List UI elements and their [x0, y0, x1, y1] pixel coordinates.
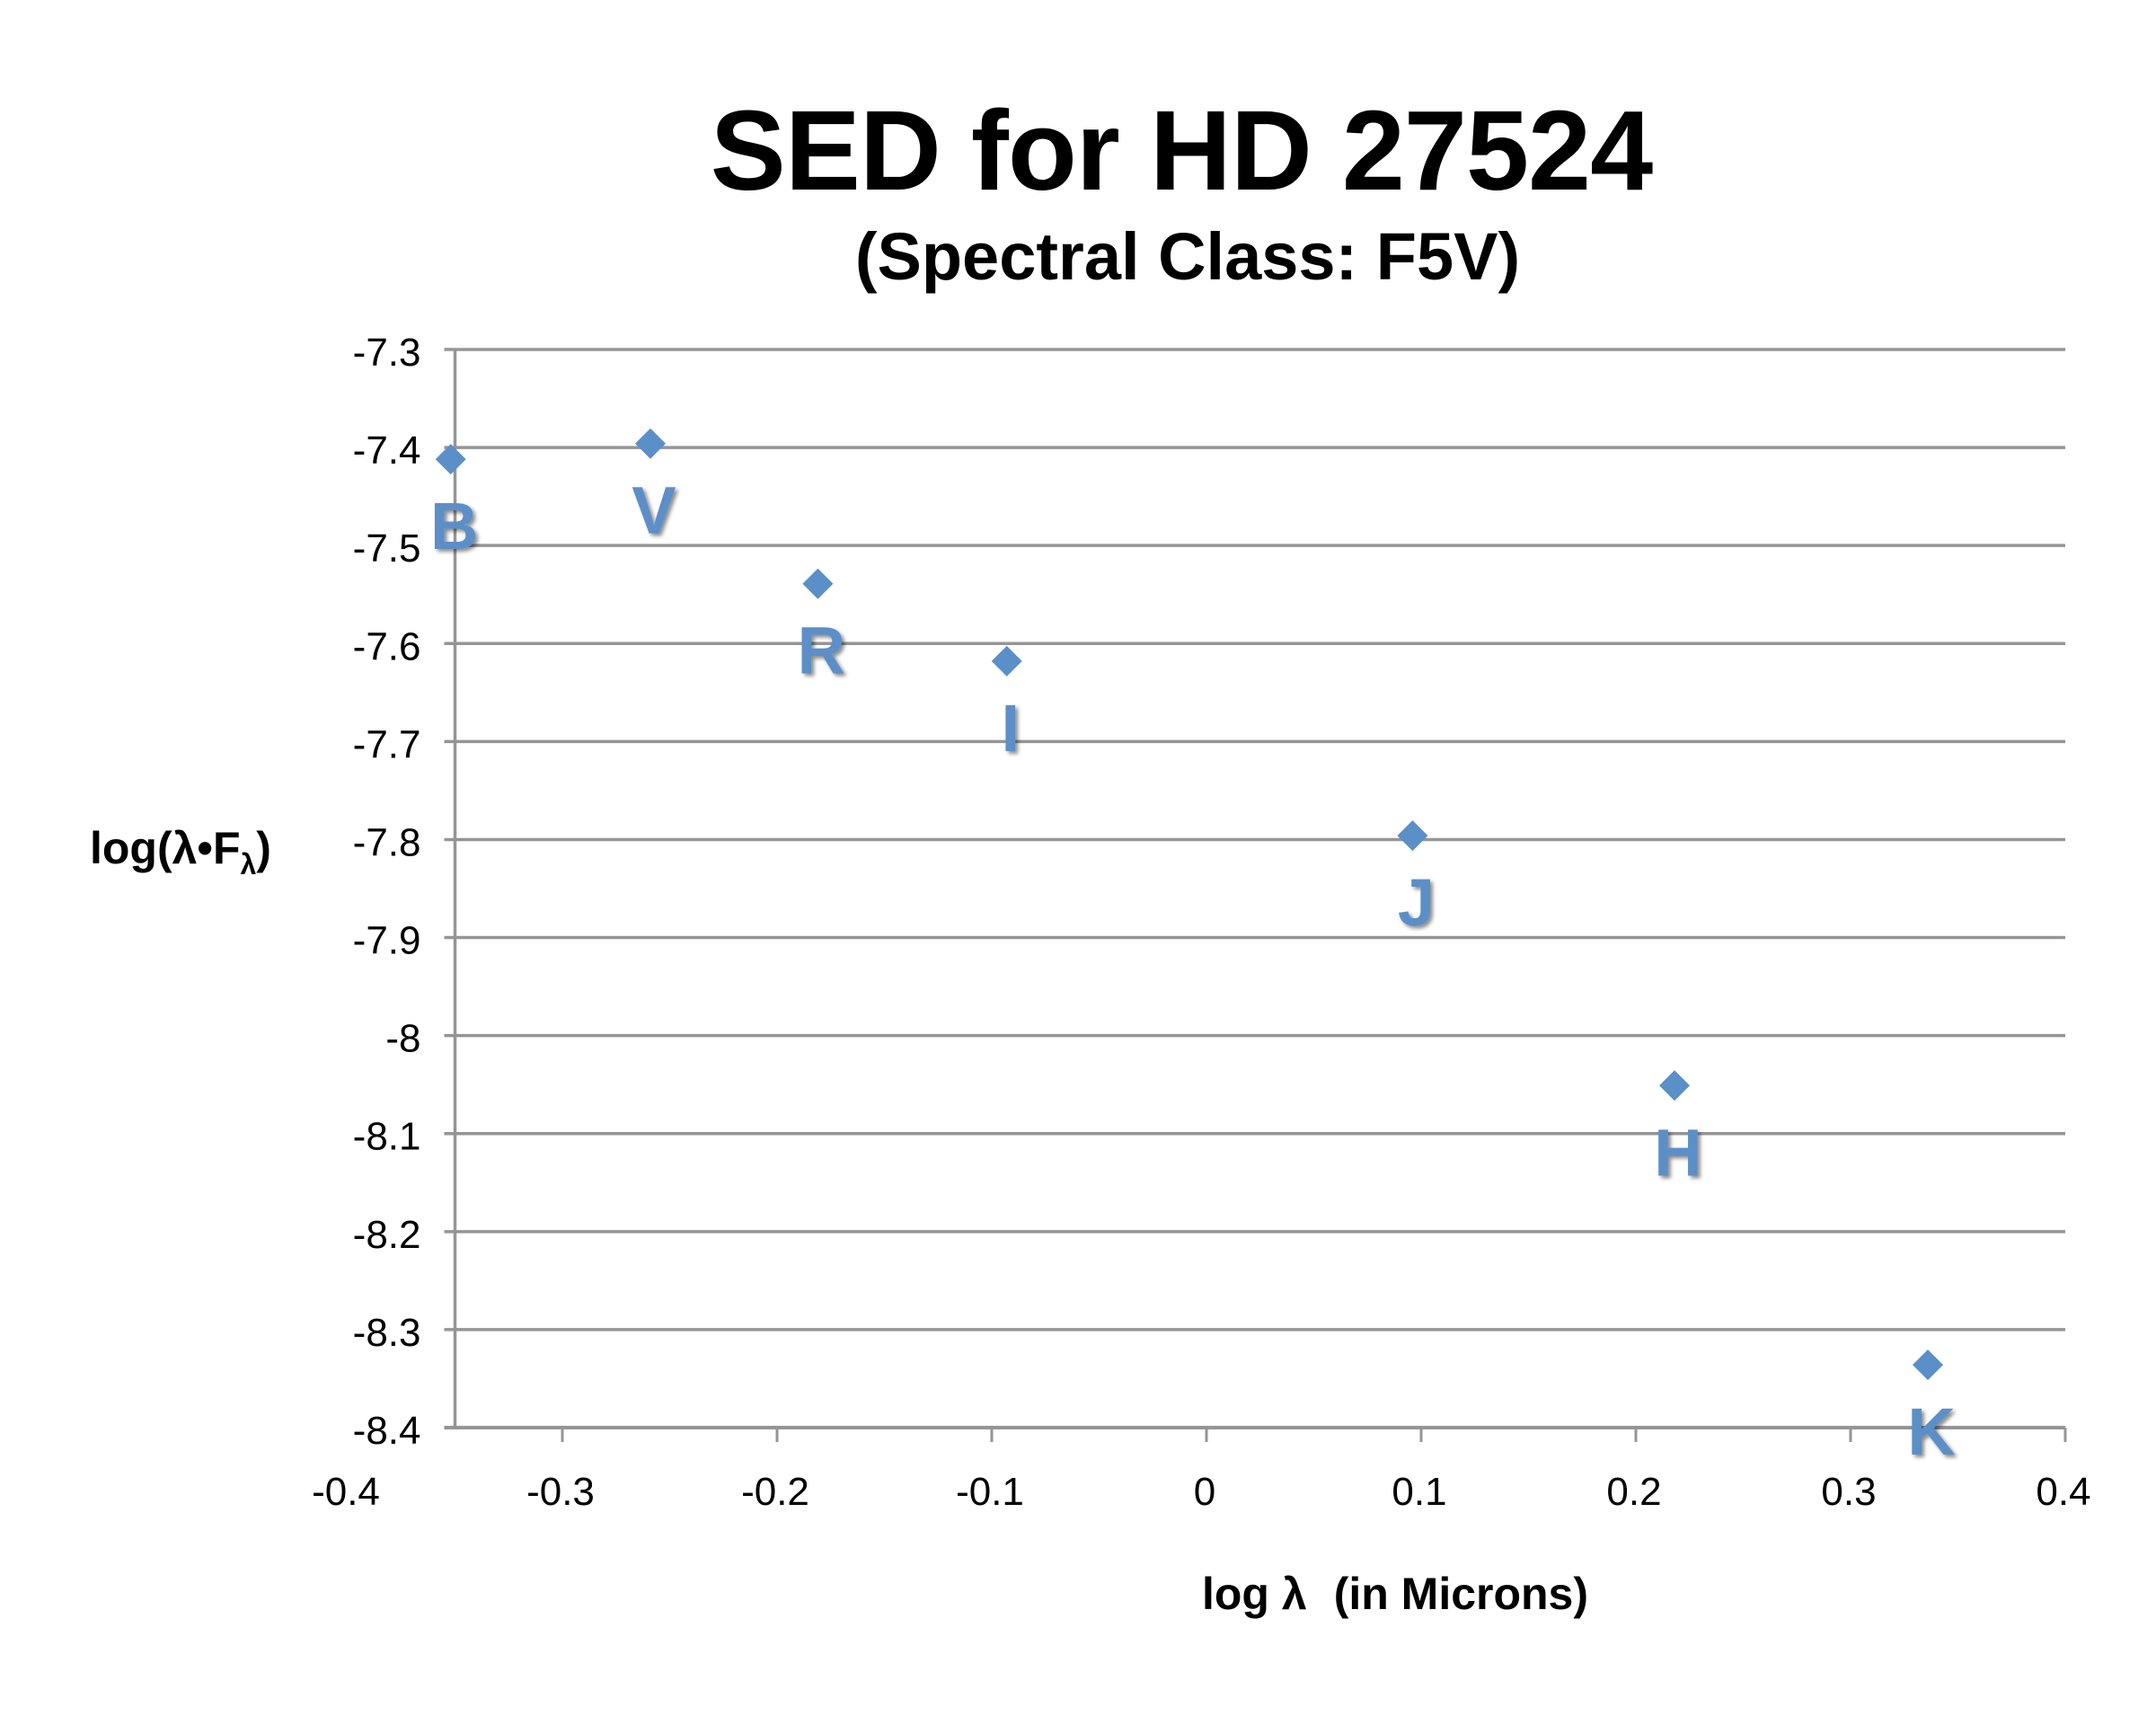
x-tick-label: -0.2 — [741, 1470, 809, 1514]
band-label-v: V — [632, 473, 676, 548]
band-label-k: K — [1907, 1394, 1955, 1469]
x-tick-label: 0.3 — [1821, 1470, 1876, 1514]
data-points: B V R I J H K — [430, 428, 1956, 1469]
x-tick-label: 0.2 — [1606, 1470, 1661, 1514]
x-axis-label: log λ (in Microns) — [1202, 1568, 1588, 1620]
gridlines — [444, 348, 2065, 1429]
y-tick-label: -7.5 — [353, 526, 421, 571]
y-tick-label: -8.2 — [353, 1213, 421, 1257]
data-point-marker-r — [802, 568, 834, 599]
y-tick-label: -8.4 — [353, 1409, 421, 1453]
y-tick-label: -7.6 — [353, 624, 421, 668]
y-axis-label: log(λ•Fλ) — [90, 822, 271, 881]
x-tick-label: -0.4 — [312, 1470, 380, 1514]
y-axis-label-subscript: λ — [240, 848, 257, 880]
x-tick-label: 0.4 — [2036, 1470, 2090, 1514]
y-tick-label: -8 — [385, 1017, 420, 1061]
band-label-r: R — [798, 614, 845, 688]
band-label-j: J — [1398, 865, 1435, 940]
data-point-marker-k — [1913, 1349, 1944, 1381]
band-label-h: H — [1654, 1115, 1701, 1190]
x-axis-label-main: log λ — [1202, 1569, 1307, 1619]
chart-title: SED for HD 27524 — [710, 87, 1653, 214]
data-point-marker-h — [1659, 1070, 1691, 1101]
y-tick-label: -7.9 — [353, 919, 421, 963]
x-tick-labels: -0.4 -0.3 -0.2 -0.1 0 0.1 0.2 0.3 0.4 — [312, 1470, 2091, 1514]
chart-subtitle: (Spectral Class: F5V) — [854, 219, 1521, 294]
data-point-marker-v — [634, 428, 666, 459]
y-tick-label: -7.4 — [353, 429, 421, 473]
x-tick-label: 0.1 — [1392, 1470, 1446, 1514]
y-tick-label: -8.1 — [353, 1115, 421, 1159]
y-tick-label: -7.7 — [353, 722, 421, 766]
x-tick-label: 0 — [1194, 1470, 1215, 1514]
y-tick-label: -8.3 — [353, 1311, 421, 1355]
axes — [444, 349, 2067, 1442]
x-tick-label: -0.1 — [956, 1470, 1024, 1514]
y-tick-label: -7.8 — [353, 820, 421, 864]
y-axis-label-close: ) — [256, 823, 271, 873]
data-point-marker-j — [1397, 820, 1428, 852]
band-label-i: I — [1001, 691, 1020, 765]
y-tick-labels: -7.3 -7.4 -7.5 -7.6 -7.7 -7.8 -7.9 -8 -8.1 -8.2 -8… — [353, 331, 421, 1453]
data-point-marker-b — [435, 444, 466, 475]
x-axis-label-unit: (in Microns) — [1333, 1569, 1589, 1619]
data-point-marker-i — [991, 645, 1022, 677]
x-tick-label: -0.3 — [526, 1470, 595, 1514]
band-label-b: B — [430, 489, 478, 563]
y-tick-label: -7.3 — [353, 331, 421, 375]
y-axis-label-main: log(λ•F — [90, 823, 241, 873]
